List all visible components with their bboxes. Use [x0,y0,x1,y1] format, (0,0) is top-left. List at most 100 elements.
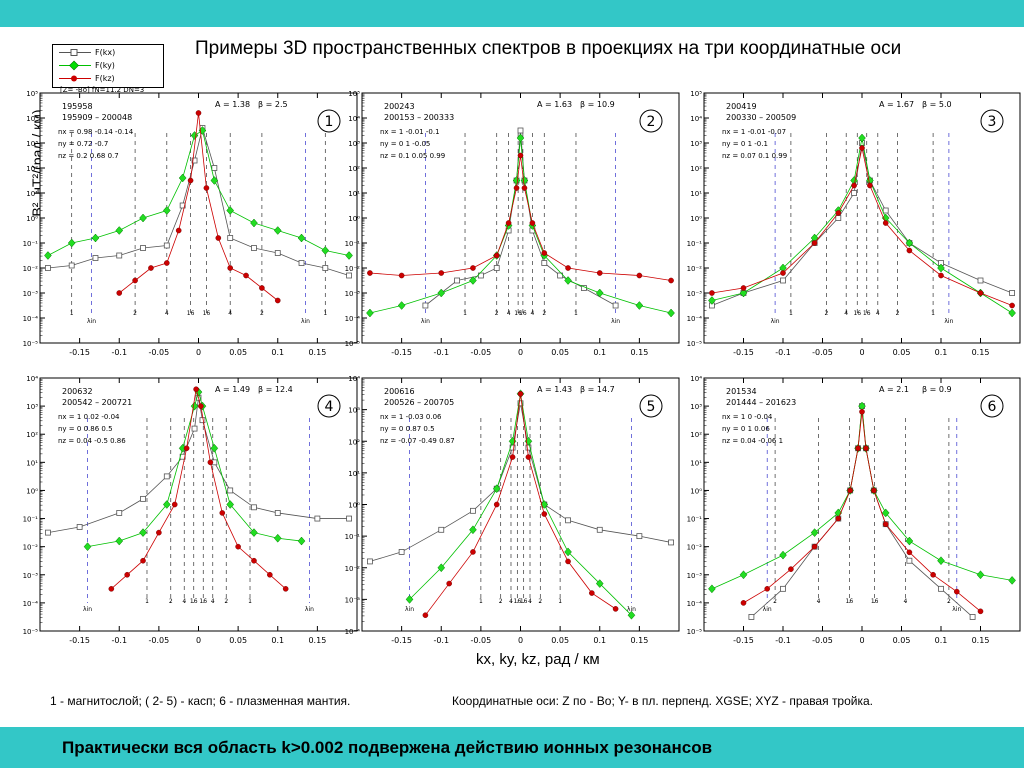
y-tick-label: 10² [26,165,38,173]
data-point-fkx [68,262,75,269]
data-point-fkx [116,252,123,259]
data-point-fkx [851,190,857,196]
x-tick-label: -0.15 [391,348,412,357]
data-point-fky [1008,308,1016,318]
x-tick-label: 0 [196,636,201,645]
panel-ny: ny = 0 0.87 0.5 [380,425,435,433]
panel-nz: nz = 0.04 -0.5 0.86 [58,437,126,445]
y-tick-label: 10⁻² [687,265,703,273]
y-tick-label: 10³ [348,140,360,148]
resonance-label: λin [771,318,780,325]
data-point-fkx [274,250,281,256]
resonance-label: λin [627,606,636,613]
y-tick-label: 10⁴ [348,375,360,383]
data-point-fkz [509,454,516,460]
data-point-fkz [171,501,178,508]
resonance-label: λin [421,318,430,325]
data-point-fkx [199,417,206,424]
y-tick-label: 10⁻¹ [687,516,703,524]
data-point-fkz [740,600,747,606]
panel-time-range: 200330 – 200509 [726,113,796,122]
data-point-fky [708,584,716,594]
data-point-fkz [541,250,548,256]
legend-item-fkx: F(kx) [57,47,157,58]
resonance-label: 1 [558,598,562,605]
data-point-fkz [163,260,170,266]
y-tick-label: 10⁻³ [345,596,361,604]
series-line-fkz [111,389,286,590]
data-point-fkx [470,507,476,514]
data-point-fkx [565,517,571,524]
resonance-label: 4 [211,598,215,605]
data-point-fkz [215,235,222,241]
data-point-fky [91,233,100,243]
data-point-fky [1008,576,1016,585]
data-point-fky [937,263,945,273]
data-point-fkz [274,297,281,304]
data-point-fkz [187,177,194,184]
data-point-fkz [541,511,548,517]
data-point-fkx [493,265,500,271]
resonance-label: 2 [495,310,499,317]
panel-number: 3 [988,114,997,130]
x-tick-label: 0 [518,348,523,357]
panel-nz: nz = 0.04 -0.06 1 [722,437,783,445]
x-tick-label: 0.05 [551,636,569,645]
y-tick-label: 10⁴ [690,375,702,383]
resonance-label: 4 [817,598,821,605]
data-point-fkx [969,614,976,620]
y-tick-label: 10⁻¹ [23,240,39,248]
y-tick-label: 10² [26,431,38,439]
chart-panel-3: 10⁻⁵ 10⁻⁴ 10⁻³ 10⁻² 10⁻¹ 10⁰ 10¹ 10² 10³ 10⁴ 10⁵ -0… [687,90,1021,357]
y-tick-label: 10⁻⁴ [23,600,39,608]
data-point-fkx [398,549,405,555]
resonance-label: λin [952,606,961,613]
panel-a-value: A = 1.43 [537,385,572,394]
legend-item-fkz: F(kz) [57,73,157,84]
series-line-fkx [47,126,350,276]
panel-time-range: 200526 – 200705 [384,398,454,407]
data-point-fkz [203,185,210,191]
plot-frame [39,92,358,344]
data-point-fky [858,133,866,143]
data-point-fkz [198,403,204,409]
data-point-fkx [251,504,257,511]
x-tick-label: -0.1 [111,636,127,645]
panel-nz: nz = 0.07 0.1 0.99 [722,152,787,160]
y-tick-label: 10¹ [690,190,702,198]
data-point-fkz [132,277,138,284]
resonance-label: 4 [509,598,513,605]
panel-nx: nx = 1 -0.01 -0.07 [722,128,786,136]
x-tick-label: 0.15 [630,636,648,645]
data-point-fkx [191,157,198,164]
y-tick-label: 10⁻⁴ [687,315,703,323]
data-point-fky [226,500,235,509]
data-point-fkx [298,260,305,266]
data-point-fky [162,206,171,215]
x-tick-label: -0.1 [775,348,791,357]
panel-number-badge [980,109,1004,133]
data-point-fkz [867,182,873,189]
y-tick-label: 10⁻² [687,544,703,552]
x-tick-label: 0.1 [935,636,948,645]
resonance-label: 1 [574,310,578,317]
x-tick-label: 0.15 [630,348,648,357]
data-point-fky [139,528,147,537]
data-point-fkx [346,272,352,279]
x-tick-label: 0.1 [593,348,606,357]
data-point-fkz [367,270,373,276]
data-point-fky [83,542,92,552]
panel-number-badge [639,109,663,133]
data-point-fkz [175,227,182,234]
y-tick-label: 10⁰ [26,215,38,223]
y-tick-label: 10⁻⁵ [345,340,361,348]
data-point-fkz [835,515,842,522]
resonance-label: 4 [844,310,848,317]
y-tick-label: 10² [690,431,702,439]
panel-number: 2 [647,114,656,130]
x-tick-label: 0.1 [935,348,948,357]
data-point-fky [405,594,414,604]
data-point-fkx [596,526,603,533]
x-tick-label: 0 [518,636,523,645]
